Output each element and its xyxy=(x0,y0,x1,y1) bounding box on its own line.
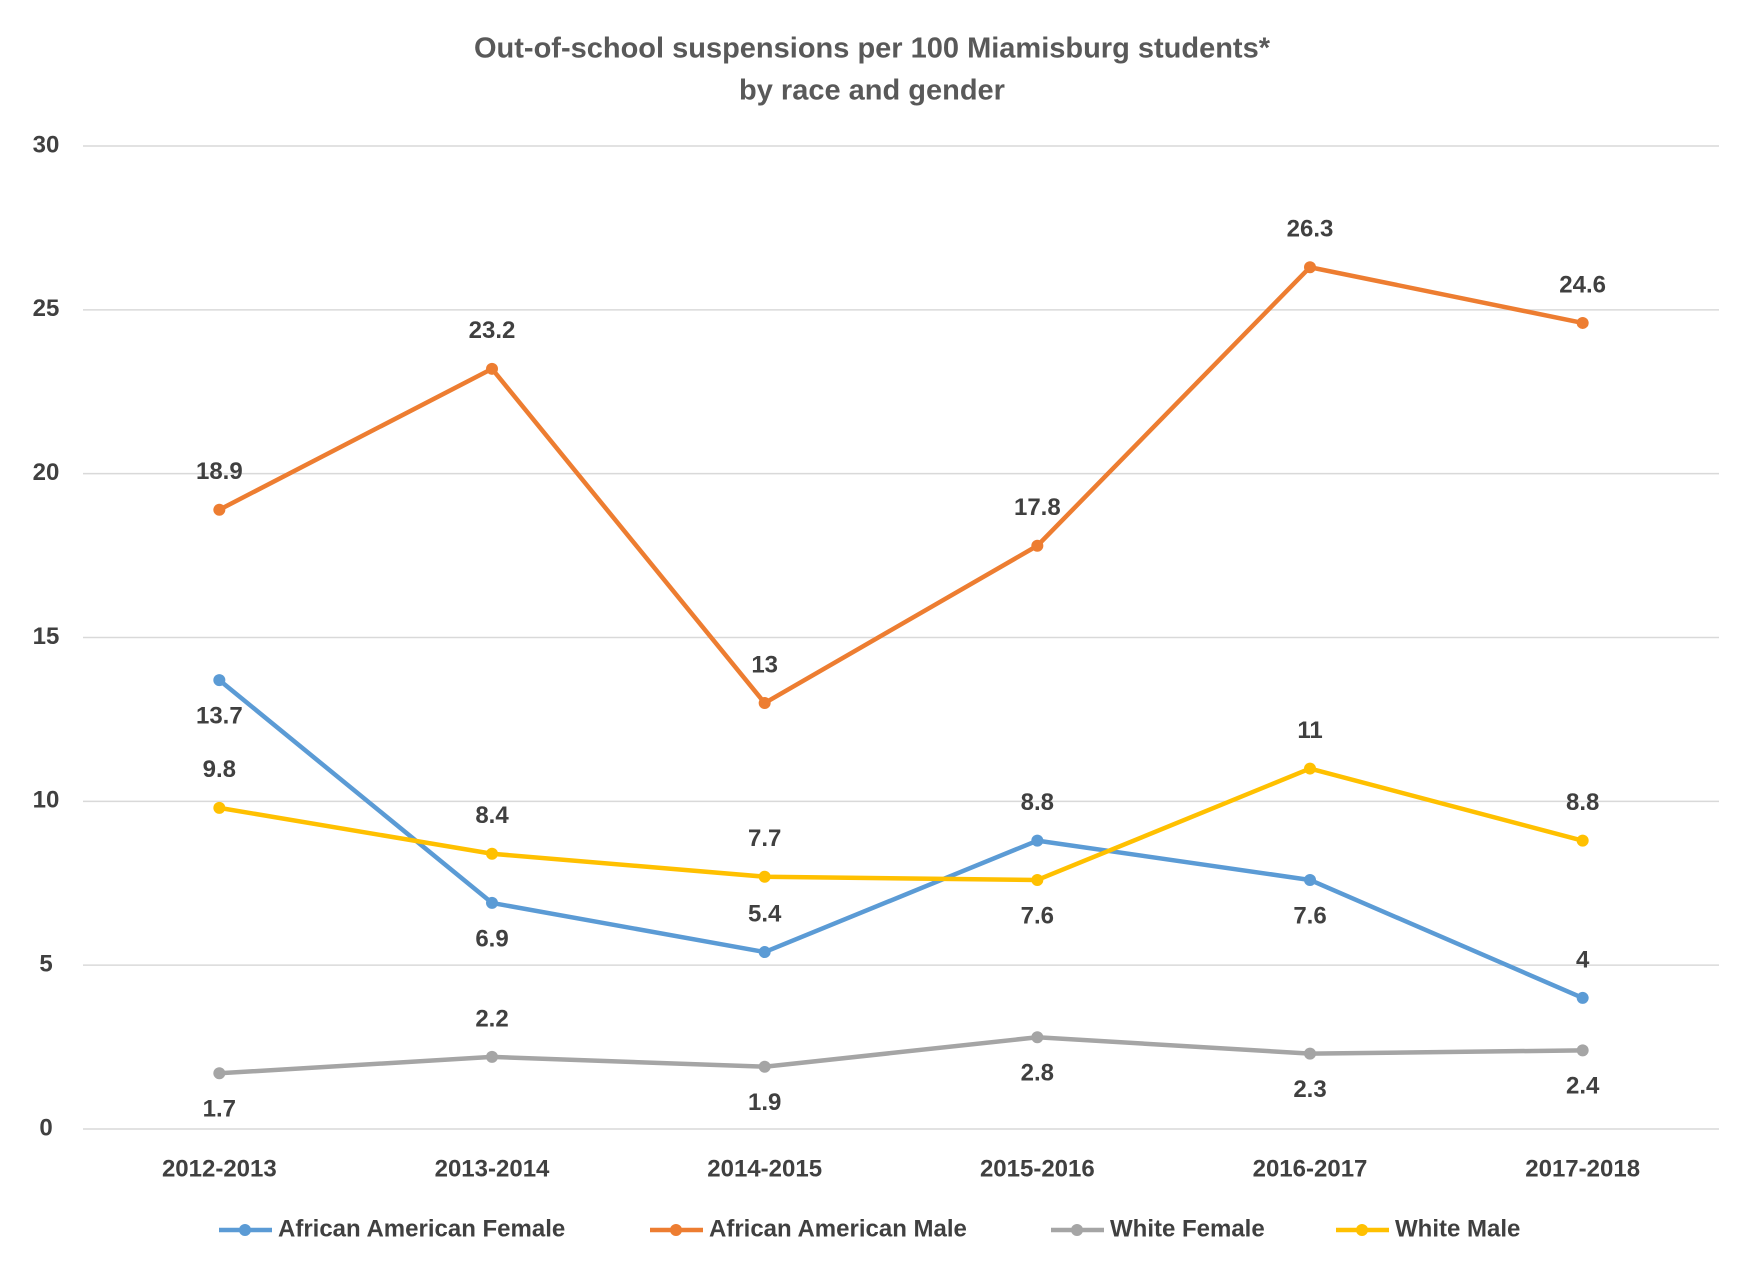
data-label: 1.9 xyxy=(748,1089,781,1116)
x-tick-label: 2016-2017 xyxy=(1253,1155,1368,1182)
x-tick-label: 2017-2018 xyxy=(1525,1155,1640,1182)
data-point xyxy=(213,1067,226,1080)
data-label: 2.8 xyxy=(1021,1060,1054,1087)
data-point xyxy=(486,362,498,375)
data-label: 6.9 xyxy=(475,925,508,952)
y-tick-label: 20 xyxy=(33,459,60,486)
data-label: 7.6 xyxy=(1293,902,1326,929)
data-point xyxy=(213,801,226,814)
legend-marker xyxy=(670,1224,682,1236)
data-label: 26.3 xyxy=(1287,216,1334,243)
legend-label: White Male xyxy=(1395,1215,1520,1242)
data-label: 5.4 xyxy=(748,900,782,927)
series-line xyxy=(218,766,1584,883)
y-tick-label: 15 xyxy=(33,623,60,650)
data-label: 13 xyxy=(751,651,778,678)
data-point xyxy=(758,697,771,710)
y-tick-label: 30 xyxy=(33,131,60,158)
chart-title: Out-of-school suspensions per 100 Miamis… xyxy=(474,33,1271,65)
legend-label: White Female xyxy=(1110,1215,1265,1242)
data-point xyxy=(1576,991,1589,1004)
data-point xyxy=(1031,539,1044,552)
legend-label: African American Male xyxy=(709,1215,967,1242)
data-point xyxy=(1304,762,1316,775)
data-label: 7.7 xyxy=(748,825,781,852)
chart-subtitle: by race and gender xyxy=(739,75,1005,107)
data-label: 24.6 xyxy=(1559,271,1606,298)
data-label: 11 xyxy=(1297,717,1322,744)
data-label: 8.8 xyxy=(1021,789,1054,816)
legend-marker xyxy=(239,1224,251,1236)
x-tick-label: 2012-2013 xyxy=(162,1155,277,1182)
data-label: 2.2 xyxy=(475,1005,508,1032)
legend-label: African American Female xyxy=(278,1215,565,1242)
legend-marker xyxy=(1071,1224,1083,1236)
data-point xyxy=(486,847,498,860)
data-label: 4 xyxy=(1576,946,1590,973)
data-label: 23.2 xyxy=(469,317,516,344)
data-point xyxy=(1031,1031,1044,1044)
data-label: 17.8 xyxy=(1014,494,1061,521)
data-label: 8.4 xyxy=(475,802,509,829)
data-point xyxy=(1576,316,1589,329)
data-point xyxy=(486,1050,498,1063)
data-label: 2.4 xyxy=(1566,1073,1600,1100)
data-point xyxy=(1576,1044,1589,1057)
series-line xyxy=(218,264,1584,706)
data-label: 8.8 xyxy=(1566,789,1599,816)
legend-marker xyxy=(1356,1224,1368,1236)
data-point xyxy=(213,674,226,687)
data-point xyxy=(1304,261,1316,274)
data-point xyxy=(486,896,498,909)
data-point xyxy=(1304,873,1316,886)
x-tick-label: 2013-2014 xyxy=(435,1155,550,1182)
data-label: 18.9 xyxy=(196,458,243,485)
x-tick-label: 2015-2016 xyxy=(980,1155,1095,1182)
series-line xyxy=(219,1035,1583,1076)
data-point xyxy=(758,946,771,959)
data-point xyxy=(1031,873,1044,886)
data-point xyxy=(1031,834,1044,847)
data-label: 2.3 xyxy=(1293,1076,1326,1103)
data-point xyxy=(758,870,771,883)
y-tick-label: 25 xyxy=(33,295,60,322)
y-tick-label: 10 xyxy=(33,787,60,814)
y-tick-label: 5 xyxy=(39,951,52,978)
data-point xyxy=(213,503,226,516)
data-point xyxy=(1576,834,1589,847)
data-label: 13.7 xyxy=(196,702,243,729)
data-label: 7.6 xyxy=(1021,902,1054,929)
data-label: 9.8 xyxy=(203,756,236,783)
x-tick-label: 2014-2015 xyxy=(707,1155,822,1182)
data-label: 1.7 xyxy=(203,1096,236,1123)
series-line xyxy=(217,678,1584,1000)
y-tick-label: 0 xyxy=(39,1114,52,1141)
data-point xyxy=(758,1060,771,1073)
data-point xyxy=(1304,1047,1316,1060)
